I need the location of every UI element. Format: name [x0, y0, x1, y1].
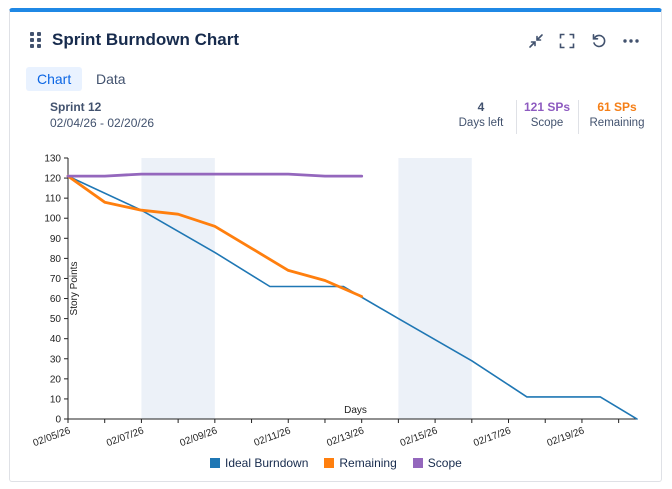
series-line-scope — [66, 172, 364, 178]
y-tick-label: 20 — [50, 374, 62, 385]
scope-value: 121 SPs — [523, 100, 571, 114]
x-tick-label: 02/13/26 — [325, 425, 366, 449]
y-tick-label: 70 — [50, 274, 62, 285]
remaining-label: Remaining — [589, 117, 645, 129]
fullscreen-icon — [559, 33, 575, 49]
legend-swatch-remaining — [324, 458, 335, 468]
y-tick-label: 50 — [50, 314, 62, 325]
scope-label: Scope — [530, 117, 564, 129]
refresh-icon — [592, 34, 606, 48]
y-tick-label: 90 — [50, 234, 62, 245]
y-tick-label: 130 — [44, 154, 61, 165]
burndown-widget: Sprint Burndown Chart Chart Data Spri — [9, 8, 662, 482]
x-tick-label: 02/11/26 — [253, 425, 293, 449]
legend-item-ideal[interactable]: Ideal Burndown — [210, 456, 308, 470]
y-tick-label: 60 — [50, 294, 62, 305]
fullscreen-button[interactable] — [556, 30, 578, 52]
weekend-band — [398, 158, 472, 419]
burndown-chart: 0 10 20 30 40 50 60 70 80 90 100 110 120 130 02/05/26 0… — [32, 154, 638, 449]
series-line-ideal — [67, 175, 638, 420]
refresh-button[interactable] — [588, 30, 610, 52]
y-tick-label: 30 — [50, 354, 62, 365]
sprint-dates: 02/04/26 - 02/20/26 — [50, 116, 155, 130]
legend-label-remaining: Remaining — [339, 456, 397, 470]
remaining-value: 61 SPs — [597, 100, 637, 114]
legend-item-scope[interactable]: Scope — [412, 456, 462, 470]
more-icon — [623, 39, 639, 43]
more-button[interactable] — [620, 30, 642, 52]
legend-swatch-ideal — [210, 458, 220, 468]
widget-header: Sprint Burndown Chart — [10, 12, 661, 68]
x-axis-label: Days — [344, 405, 367, 416]
x-tick-label: 02/17/26 — [472, 425, 513, 449]
sprint-name: Sprint 12 — [50, 100, 102, 114]
y-tick-label: 0 — [55, 415, 61, 426]
stat-remaining: 61 SPs Remaining — [579, 100, 655, 129]
days-left-value: 4 — [477, 100, 485, 114]
drag-handle-icon[interactable] — [30, 32, 42, 48]
y-tick-label: 120 — [44, 174, 61, 185]
x-tick-label: 02/09/26 — [179, 425, 220, 449]
y-tick-label: 40 — [50, 334, 62, 345]
legend-item-remaining[interactable]: Remaining — [324, 456, 397, 470]
collapse-button[interactable] — [525, 30, 547, 52]
legend-label-ideal: Ideal Burndown — [225, 456, 309, 470]
x-tick-label: 02/05/26 — [32, 425, 73, 449]
tab-data[interactable]: Data — [96, 71, 126, 87]
y-tick-label: 10 — [50, 394, 62, 405]
legend-label-scope: Scope — [427, 456, 462, 470]
stat-divider — [578, 100, 579, 134]
stat-divider — [516, 100, 517, 134]
tab-chart[interactable]: Chart — [26, 67, 83, 91]
stat-days-left: 4 Days left — [446, 100, 516, 129]
legend-swatch-scope — [412, 458, 423, 468]
y-tick-label: 110 — [45, 194, 61, 205]
days-left-label: Days left — [458, 117, 504, 129]
weekend-band — [141, 158, 215, 419]
stat-scope: 121 SPs Scope — [517, 100, 577, 129]
widget-title: Sprint Burndown Chart — [52, 30, 239, 49]
x-tick-label: 02/15/26 — [399, 425, 440, 449]
y-tick-label: 80 — [50, 254, 62, 265]
collapse-icon — [529, 34, 543, 48]
x-tick-label: 02/07/26 — [105, 425, 146, 449]
series-line-remaining — [66, 174, 364, 298]
x-tick-label: 02/19/26 — [546, 425, 587, 449]
y-tick-label: 100 — [44, 214, 61, 225]
y-axis-label: Story Points — [69, 262, 80, 316]
chart-legend: Ideal Burndown Remaining Scope — [210, 456, 462, 470]
